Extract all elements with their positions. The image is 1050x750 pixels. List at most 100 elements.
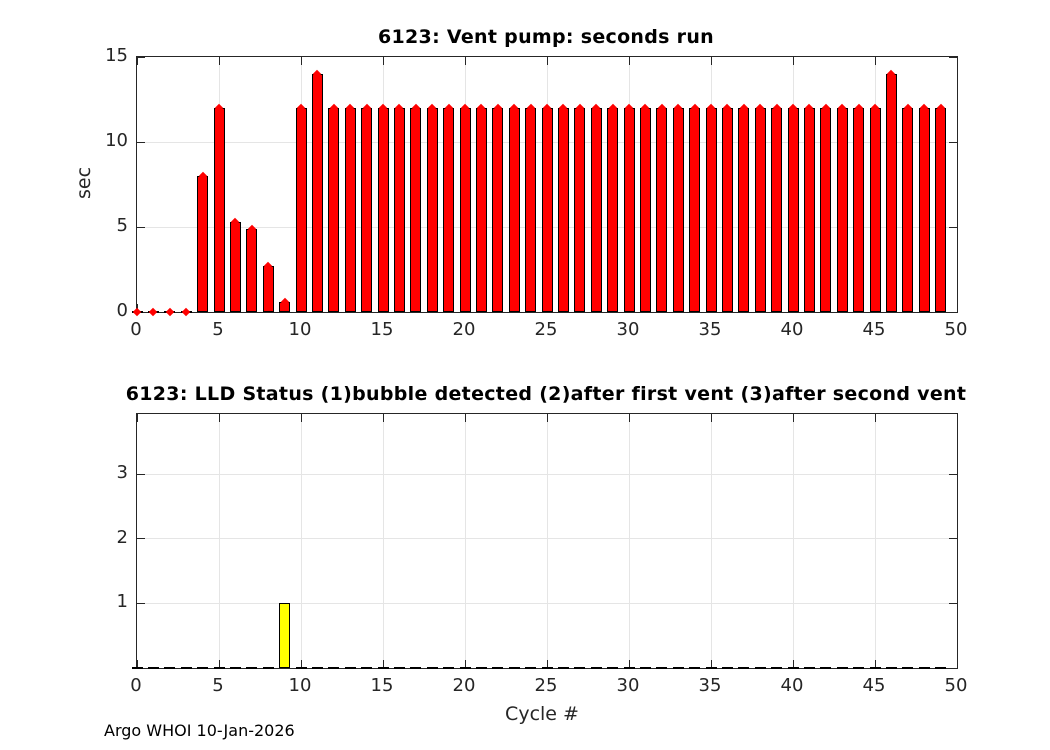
zero-bar-dash: [131, 667, 143, 669]
zero-bar-dash: [377, 667, 389, 669]
x-tick-label: 20: [452, 319, 476, 340]
zero-bar-dash: [771, 667, 783, 669]
y-tick-label: 1: [116, 591, 128, 613]
bar: [590, 108, 602, 312]
y-tick-label: 2: [116, 526, 128, 548]
bar: [853, 108, 865, 312]
bar: [311, 74, 323, 312]
x-tick-label: 20: [452, 675, 476, 696]
x-tick-label: 45: [862, 319, 886, 340]
x-tick-label: 45: [862, 675, 886, 696]
bar: [787, 108, 799, 312]
marker-diamond: [149, 307, 158, 317]
x-tick-mark-top: [464, 57, 466, 65]
y-tick-mark-right: [949, 311, 957, 313]
y-tick-mark: [137, 473, 145, 475]
zero-bar-dash: [902, 667, 914, 669]
bar: [361, 108, 373, 312]
x-tick-label: 30: [616, 675, 640, 696]
y-tick-mark: [137, 56, 145, 58]
bar: [393, 108, 405, 312]
zero-bar-dash: [557, 667, 569, 669]
bar: [672, 108, 684, 312]
x-tick-label: 40: [780, 675, 804, 696]
x-tick-mark: [792, 660, 794, 668]
bar: [869, 108, 881, 312]
top-chart-ylabel: sec: [73, 166, 95, 200]
zero-bar-dash: [623, 667, 635, 669]
marker-diamond: [165, 307, 175, 317]
bar: [935, 108, 947, 312]
x-tick-label: 0: [130, 319, 142, 340]
x-tick-mark-top: [218, 414, 220, 422]
x-tick-mark-top: [710, 57, 712, 65]
x-tick-mark: [628, 660, 630, 668]
y-tick-label: 10: [105, 130, 128, 151]
x-tick-label: 50: [944, 675, 968, 696]
zero-bar-dash: [803, 667, 815, 669]
vertical-gridline: [874, 414, 876, 668]
zero-bar-dash: [574, 667, 586, 669]
horizontal-gridline: [137, 473, 957, 475]
zero-bar-dash: [705, 667, 717, 669]
zero-bar-dash: [590, 667, 602, 669]
vertical-gridline: [546, 414, 548, 668]
zero-bar-dash: [426, 667, 438, 669]
y-tick-mark: [137, 141, 145, 143]
zero-bar-dash: [147, 667, 159, 669]
zero-bar-dash: [361, 667, 373, 669]
bar: [771, 108, 783, 312]
horizontal-gridline: [137, 538, 957, 540]
vertical-gridline: [464, 414, 466, 668]
y-tick-mark-right: [949, 141, 957, 143]
x-tick-label: 40: [780, 319, 804, 340]
bar: [229, 221, 241, 312]
horizontal-gridline: [137, 602, 957, 604]
zero-bar-dash: [869, 667, 881, 669]
x-tick-mark: [956, 660, 958, 668]
bar: [262, 266, 274, 312]
x-tick-mark-top: [546, 57, 548, 65]
y-tick-mark-right: [949, 56, 957, 58]
bar: [918, 108, 930, 312]
bar: [213, 108, 225, 312]
x-tick-mark: [382, 660, 384, 668]
zero-bar-dash: [820, 667, 832, 669]
x-tick-label: 25: [534, 675, 558, 696]
bar: [525, 108, 537, 312]
zero-bar-dash: [787, 667, 799, 669]
x-tick-mark: [956, 304, 958, 312]
zero-bar-dash: [475, 667, 487, 669]
x-tick-label: 15: [370, 319, 394, 340]
zero-bar-dash: [541, 667, 553, 669]
bar: [475, 108, 487, 312]
bar: [656, 108, 668, 312]
zero-bar-dash: [311, 667, 323, 669]
bar: [377, 108, 389, 312]
zero-bar-dash: [853, 667, 865, 669]
bar: [557, 108, 569, 312]
top-chart-title: 6123: Vent pump: seconds run: [378, 26, 714, 48]
bar: [443, 108, 455, 312]
zero-bar-dash: [328, 667, 340, 669]
x-tick-mark: [218, 660, 220, 668]
x-tick-mark-top: [792, 414, 794, 422]
bar: [279, 603, 291, 668]
x-tick-label: 35: [698, 675, 722, 696]
bottom-chart-title: 6123: LLD Status (1)bubble detected (2)a…: [125, 383, 967, 405]
zero-bar-dash: [525, 667, 537, 669]
y-tick-mark-right: [949, 226, 957, 228]
y-tick-mark-right: [949, 473, 957, 475]
bar: [492, 108, 504, 312]
bar: [639, 108, 651, 312]
x-tick-label: 5: [212, 319, 224, 340]
marker-diamond: [181, 307, 191, 317]
zero-bar-dash: [229, 667, 241, 669]
x-tick-mark-top: [628, 57, 630, 65]
zero-bar-dash: [262, 667, 274, 669]
x-tick-label: 5: [212, 675, 224, 696]
zero-bar-dash: [410, 667, 422, 669]
vertical-gridline: [710, 414, 712, 668]
bar: [459, 108, 471, 312]
